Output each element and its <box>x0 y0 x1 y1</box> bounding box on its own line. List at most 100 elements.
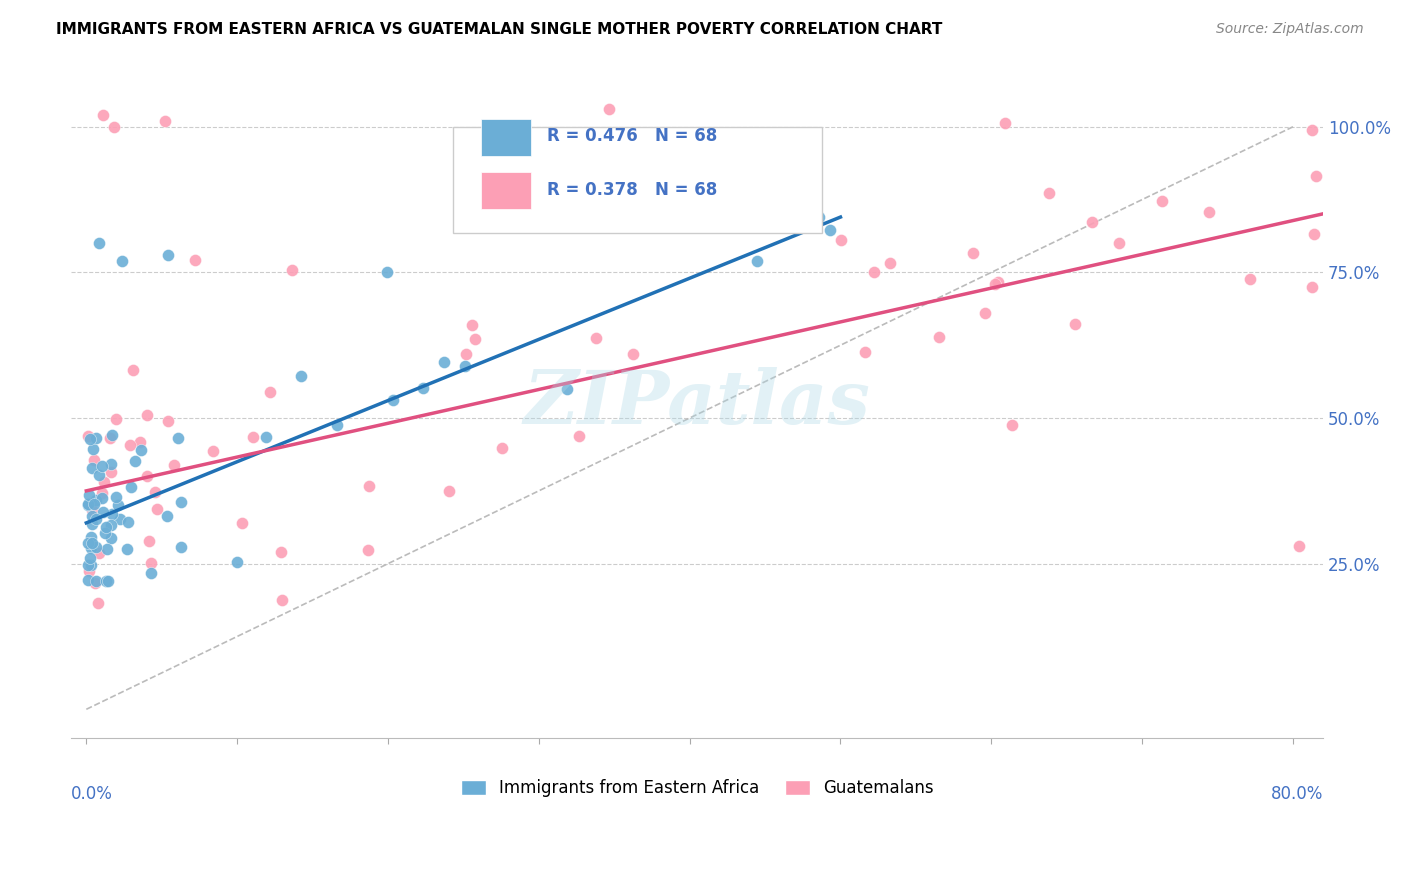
Point <box>79 551 101 566</box>
Point <box>987 275 1010 289</box>
Point <box>76 574 98 588</box>
Point <box>87 546 110 560</box>
Point <box>143 485 166 500</box>
Point <box>124 453 146 467</box>
Point <box>96 541 118 556</box>
FancyBboxPatch shape <box>481 119 530 155</box>
Point <box>491 441 513 455</box>
Point <box>118 438 141 452</box>
Point <box>117 515 139 529</box>
Point <box>357 542 380 557</box>
Point <box>1150 194 1173 208</box>
Point <box>830 233 852 247</box>
Point <box>101 508 124 522</box>
Point <box>201 443 224 458</box>
Point <box>1081 215 1104 229</box>
Point <box>115 541 138 556</box>
Point <box>1301 123 1323 137</box>
Point <box>135 469 157 483</box>
Point <box>879 256 901 270</box>
Point <box>598 103 620 117</box>
Point <box>84 432 107 446</box>
Point <box>86 511 108 525</box>
Point <box>90 491 112 505</box>
Point <box>120 480 142 494</box>
Point <box>790 205 813 219</box>
Point <box>270 544 292 558</box>
Point <box>555 382 578 396</box>
Point <box>1063 317 1085 331</box>
Point <box>100 457 122 471</box>
Point <box>1305 169 1327 184</box>
Text: 0.0%: 0.0% <box>72 785 112 804</box>
Point <box>184 253 207 268</box>
Point <box>156 509 179 524</box>
Point <box>1301 280 1323 294</box>
Point <box>973 306 995 320</box>
Point <box>745 254 768 268</box>
Text: Source: ZipAtlas.com: Source: ZipAtlas.com <box>1216 22 1364 37</box>
Point <box>87 596 110 610</box>
Point <box>77 558 100 572</box>
Point <box>382 393 405 408</box>
Text: R = 0.378   N = 68: R = 0.378 N = 68 <box>547 181 717 200</box>
Point <box>104 412 127 426</box>
Point <box>77 498 100 512</box>
Point <box>454 359 477 374</box>
Point <box>170 540 193 554</box>
Point <box>100 428 122 442</box>
Point <box>91 458 114 473</box>
Point <box>170 495 193 509</box>
Point <box>231 516 253 530</box>
Point <box>326 418 349 433</box>
Point <box>928 329 950 343</box>
Point <box>91 108 114 122</box>
Point <box>80 461 103 475</box>
Point <box>84 576 107 591</box>
Point <box>79 432 101 446</box>
Point <box>138 533 160 548</box>
Point <box>728 211 751 226</box>
Text: R = 0.476   N = 68: R = 0.476 N = 68 <box>547 127 717 145</box>
Point <box>820 222 842 236</box>
Point <box>94 525 117 540</box>
Point <box>121 363 143 377</box>
Point <box>80 530 103 544</box>
Point <box>76 536 98 550</box>
Point <box>83 497 105 511</box>
Point <box>87 467 110 482</box>
Point <box>107 498 129 512</box>
FancyBboxPatch shape <box>453 127 823 233</box>
Point <box>129 442 152 457</box>
Point <box>1239 272 1261 286</box>
Point <box>592 207 614 221</box>
Point <box>100 517 122 532</box>
Point <box>129 435 152 450</box>
Point <box>568 429 591 443</box>
Point <box>433 355 456 369</box>
Point <box>290 369 312 384</box>
Point <box>807 210 830 224</box>
Point <box>135 408 157 422</box>
Point <box>464 332 486 346</box>
Text: 80.0%: 80.0% <box>1271 785 1323 804</box>
Point <box>157 413 180 427</box>
Point <box>146 501 169 516</box>
Point <box>93 475 115 490</box>
Text: IMMIGRANTS FROM EASTERN AFRICA VS GUATEMALAN SINGLE MOTHER POVERTY CORRELATION C: IMMIGRANTS FROM EASTERN AFRICA VS GUATEM… <box>56 22 942 37</box>
FancyBboxPatch shape <box>481 172 530 210</box>
Legend: Immigrants from Eastern Africa, Guatemalans: Immigrants from Eastern Africa, Guatemal… <box>454 772 941 804</box>
Point <box>82 508 104 523</box>
Point <box>82 442 104 457</box>
Point <box>1108 236 1130 251</box>
Point <box>153 114 176 128</box>
Point <box>80 558 103 572</box>
Point <box>375 265 398 279</box>
Point <box>853 345 876 359</box>
Point <box>412 381 434 395</box>
Text: ZIPatlas: ZIPatlas <box>524 368 870 440</box>
Point <box>1198 205 1220 219</box>
Point <box>98 431 121 445</box>
Point <box>454 347 477 361</box>
Point <box>100 531 122 545</box>
